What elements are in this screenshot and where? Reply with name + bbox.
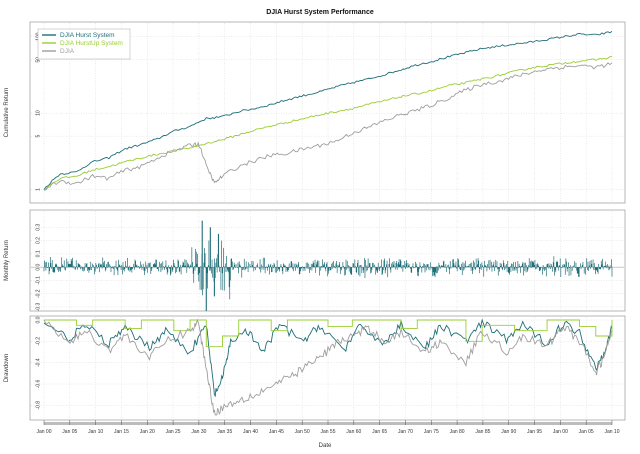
x-tick-label: Jan 55 — [320, 429, 335, 435]
drawdown-panel: 0.0 -0.2 -0.4 -0.6 -0.8 Drawdown — [4, 315, 626, 421]
drawdown-line-hurst — [43, 318, 613, 398]
x-tick-label: Jan 10 — [604, 429, 619, 435]
y-tick-label: 0.2 — [36, 237, 42, 244]
y-tick-label: 50 — [36, 57, 42, 63]
y-tick-label: -0.1 — [36, 276, 42, 285]
y-tick-label: 0.1 — [36, 250, 42, 257]
x-tick-label: Jan 35 — [217, 429, 232, 435]
y-axis-label-drawdown: Drawdown — [4, 354, 10, 382]
x-tick-label: Jan 20 — [140, 429, 155, 435]
x-tick-label: Jan 95 — [527, 429, 542, 435]
y-tick-label: 5 — [36, 135, 42, 138]
x-axis: Jan 00 Jan 05 Jan 10 Jan 15 Jan 20 Jan 25 Jan … — [36, 420, 620, 435]
chart-title: DJIA Hurst System Performance — [266, 9, 374, 16]
x-tick-label: Jan 85 — [475, 429, 490, 435]
y-tick-label: -0.4 — [36, 358, 42, 367]
y-tick-label: -0.3 — [36, 302, 42, 311]
x-tick-label: Jan 70 — [398, 429, 413, 435]
y-tick-label: -0.2 — [36, 289, 42, 298]
legend-entry-hurst: DJIA Hurst System — [60, 32, 115, 39]
x-tick-label: Jan 00 — [553, 429, 568, 435]
y-tick-label: -0.6 — [36, 379, 42, 388]
x-tick-label: Jan 05 — [579, 429, 594, 435]
x-tick-label: Jan 10 — [88, 429, 103, 435]
series-line-hurst — [43, 31, 613, 190]
x-tick-label: Jan 15 — [114, 429, 129, 435]
y-tick-label: -0.8 — [36, 401, 42, 410]
x-axis-label: Date — [319, 443, 332, 449]
series-line-hurstup — [43, 55, 613, 191]
x-tick-label: Jan 50 — [295, 429, 310, 435]
x-tick-label: Jan 60 — [346, 429, 361, 435]
monthly-return-bars — [43, 240, 613, 300]
y-tick-label: -0.2 — [36, 337, 42, 346]
drawdown-line-djia — [43, 318, 613, 416]
cumulative-panel: 151050100Cumulative Return — [4, 21, 626, 204]
x-tick-label: Jan 80 — [450, 429, 465, 435]
y-tick-label: 10 — [36, 110, 42, 116]
legend-entry-djia: DJIA — [60, 48, 75, 55]
x-tick-label: Jan 25 — [166, 429, 181, 435]
x-tick-label: Jan 40 — [243, 429, 258, 435]
y-tick-label: 0.3 — [36, 224, 42, 231]
series-line-djia — [43, 62, 613, 191]
y-tick-label: 0.0 — [36, 316, 42, 323]
x-tick-label: Jan 05 — [62, 429, 77, 435]
x-tick-label: Jan 65 — [372, 429, 387, 435]
y-axis-label-monthly: Monthly Return — [4, 240, 10, 281]
x-tick-label: Jan 75 — [424, 429, 439, 435]
x-tick-label: Jan 30 — [191, 429, 206, 435]
drawdown-line-hurstup — [44, 319, 613, 348]
x-tick-label: Jan 45 — [269, 429, 284, 435]
x-tick-label: Jan 90 — [501, 429, 516, 435]
x-tick-label: Jan 00 — [36, 429, 51, 435]
y-axis-label-cumulative: Cumulative Return — [4, 88, 10, 138]
legend-box — [37, 28, 131, 60]
y-tick-label: 1 — [36, 188, 42, 191]
legend-entry-hurstup: DJIA HurstUp System — [60, 40, 123, 47]
